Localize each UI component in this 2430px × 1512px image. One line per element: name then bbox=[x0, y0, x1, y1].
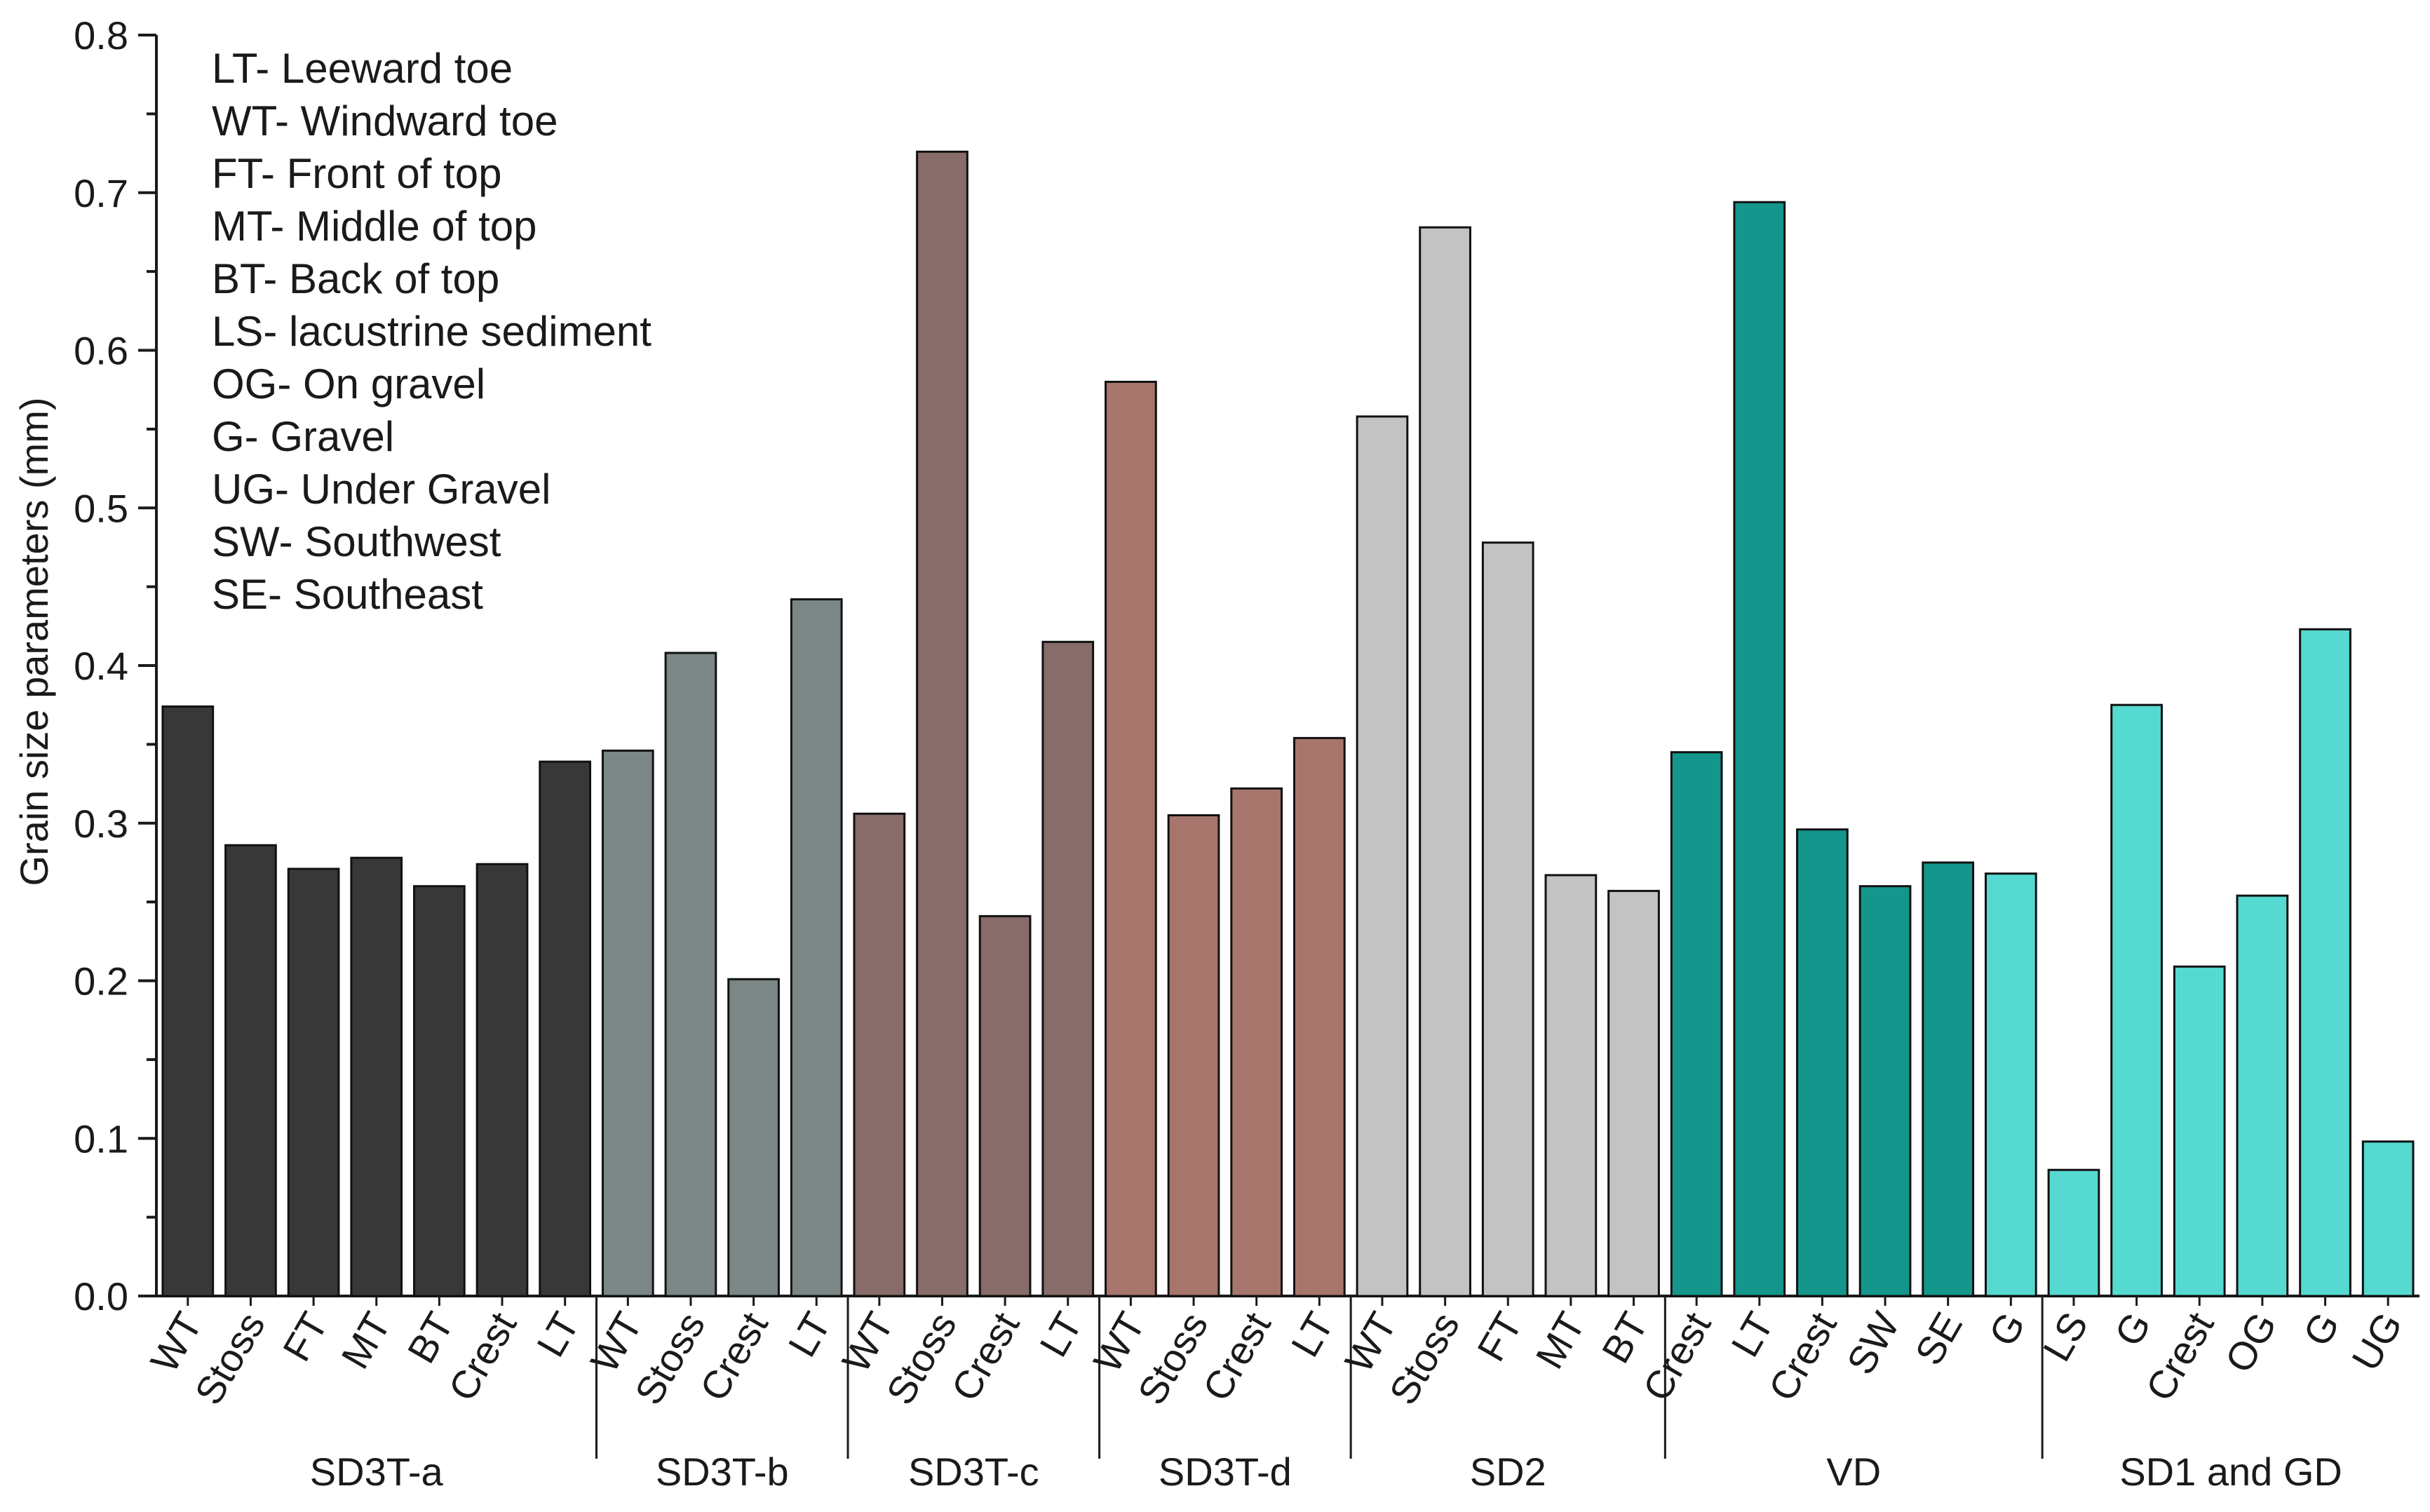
bar-sd2-bt bbox=[1607, 889, 1660, 1297]
x-tick-label: LT bbox=[1031, 1305, 1091, 1365]
bar-sd2-stoss bbox=[1419, 226, 1471, 1297]
legend-entry: G- Gravel bbox=[212, 413, 394, 460]
x-tick-label: UG bbox=[2343, 1305, 2411, 1378]
bar-sd3t-d-wt bbox=[1105, 380, 1157, 1297]
x-tick-label: Crest bbox=[691, 1304, 777, 1408]
bar-vd-g bbox=[1984, 872, 2037, 1297]
legend-entry: MT- Middle of top bbox=[212, 203, 537, 250]
bar-vd-lt bbox=[1733, 201, 1786, 1297]
y-tick-label: 0.7 bbox=[74, 171, 128, 215]
legend-entry: OG- On gravel bbox=[212, 360, 485, 407]
bar-sd3t-a-bt bbox=[413, 885, 466, 1297]
bar-sd3t-b-stoss bbox=[664, 652, 717, 1297]
bar-sd3t-a-lt bbox=[539, 760, 592, 1297]
x-tick-label: Crest bbox=[440, 1304, 525, 1408]
x-tick-label: Crest bbox=[2137, 1304, 2222, 1408]
bar-sd3t-c-stoss bbox=[916, 150, 968, 1297]
bar-sd3t-a-ft bbox=[287, 868, 340, 1297]
bar-sd3t-a-stoss bbox=[224, 844, 277, 1297]
bar-sd1-and-gd-crest bbox=[2173, 965, 2226, 1297]
legend-entry: FT- Front of top bbox=[212, 150, 501, 197]
group-label-sd3t-d: SD3T-d bbox=[1159, 1450, 1292, 1494]
legend-entry: BT- Back of top bbox=[212, 255, 499, 302]
legend-entry: LS- lacustrine sediment bbox=[212, 308, 652, 355]
bar-sd3t-c-wt bbox=[853, 812, 906, 1297]
x-tick-label: MT bbox=[332, 1305, 399, 1377]
group-label-vd: VD bbox=[1826, 1450, 1881, 1494]
x-tick-label: FT bbox=[274, 1305, 337, 1369]
bar-sd1-and-gd-g bbox=[2299, 628, 2351, 1297]
group-label-sd1-and-gd: SD1 and GD bbox=[2119, 1450, 2342, 1494]
bar-sd3t-d-stoss bbox=[1167, 814, 1220, 1297]
bar-vd-se bbox=[1922, 861, 1975, 1297]
bar-sd3t-b-crest bbox=[727, 978, 780, 1297]
bar-sd2-mt bbox=[1544, 874, 1598, 1297]
legend-entry: LT- Leeward toe bbox=[212, 45, 513, 92]
y-axis-label: Grain size parameters (mm) bbox=[12, 397, 56, 886]
y-tick-label: 0.8 bbox=[74, 13, 128, 58]
x-tick-label: MT bbox=[1527, 1305, 1593, 1377]
x-tick-label: BT bbox=[398, 1305, 461, 1370]
legend: LT- Leeward toe WT- Windward toe FT- Front… bbox=[212, 45, 652, 618]
bar-vd-sw bbox=[1858, 885, 1912, 1297]
x-tick-label: BT bbox=[1593, 1305, 1656, 1370]
bar-vd-crest bbox=[1670, 751, 1723, 1297]
x-tick-label: SE bbox=[1906, 1305, 1971, 1372]
x-tick-label: FT bbox=[1469, 1305, 1531, 1369]
bar-sd1-and-gd-ug bbox=[2361, 1140, 2415, 1297]
y-tick-label: 0.4 bbox=[74, 644, 128, 688]
y-tick-label: 0.5 bbox=[74, 486, 128, 530]
bar-sd1-and-gd-og bbox=[2236, 894, 2289, 1297]
x-tick-label: Crest bbox=[1634, 1304, 1720, 1408]
x-tick-label: G bbox=[1980, 1305, 2033, 1354]
x-tick-label: Crest bbox=[1194, 1304, 1280, 1408]
x-tick-label: Crest bbox=[1760, 1304, 1845, 1408]
y-tick-label: 0.1 bbox=[74, 1116, 128, 1161]
bar-sd2-ft bbox=[1481, 541, 1534, 1297]
x-tick-label: LS bbox=[2034, 1305, 2097, 1369]
legend-entry: SW- Southwest bbox=[212, 518, 501, 565]
bar-sd3t-b-lt bbox=[790, 598, 843, 1297]
bar-sd1-and-gd-g bbox=[2110, 703, 2163, 1297]
y-tick-label: 0.0 bbox=[74, 1274, 128, 1318]
bar-sd2-wt bbox=[1356, 415, 1409, 1297]
legend-entry: WT- Windward toe bbox=[212, 97, 558, 144]
bar-sd1-and-gd-ls bbox=[2047, 1168, 2100, 1297]
bar-sd3t-c-lt bbox=[1041, 640, 1095, 1297]
x-tick-label: SW bbox=[1838, 1304, 1908, 1382]
y-tick-label: 0.6 bbox=[74, 329, 128, 373]
x-tick-label: G bbox=[2106, 1305, 2159, 1354]
x-tick-label: Crest bbox=[943, 1304, 1028, 1408]
group-label-sd3t-b: SD3T-b bbox=[656, 1450, 789, 1494]
bar-sd3t-a-mt bbox=[350, 856, 403, 1297]
legend-entry: SE- Southeast bbox=[212, 571, 483, 618]
y-tick-label: 0.2 bbox=[74, 959, 128, 1004]
x-tick-label: LT bbox=[1283, 1305, 1342, 1365]
bar-sd3t-d-crest bbox=[1230, 787, 1283, 1297]
group-label-sd3t-a: SD3T-a bbox=[310, 1450, 444, 1494]
y-tick-label: 0.3 bbox=[74, 802, 128, 846]
x-tick-label: LT bbox=[779, 1305, 839, 1365]
bar-sd3t-a-wt bbox=[161, 705, 215, 1297]
group-label-sd2: SD2 bbox=[1470, 1450, 1546, 1494]
bar-sd3t-b-wt bbox=[601, 749, 654, 1297]
x-tick-label: LT bbox=[528, 1305, 588, 1365]
bar-sd3t-d-lt bbox=[1292, 736, 1346, 1297]
legend-entry: UG- Under Gravel bbox=[212, 466, 551, 513]
x-tick-label: G bbox=[2295, 1305, 2348, 1354]
x-tick-label: OG bbox=[2216, 1305, 2285, 1380]
bar-sd3t-a-crest bbox=[475, 863, 529, 1297]
bar-vd-crest bbox=[1796, 828, 1849, 1297]
group-label-sd3t-c: SD3T-c bbox=[908, 1450, 1039, 1494]
bar-sd3t-c-crest bbox=[978, 914, 1032, 1297]
x-tick-label: LT bbox=[1722, 1305, 1782, 1365]
